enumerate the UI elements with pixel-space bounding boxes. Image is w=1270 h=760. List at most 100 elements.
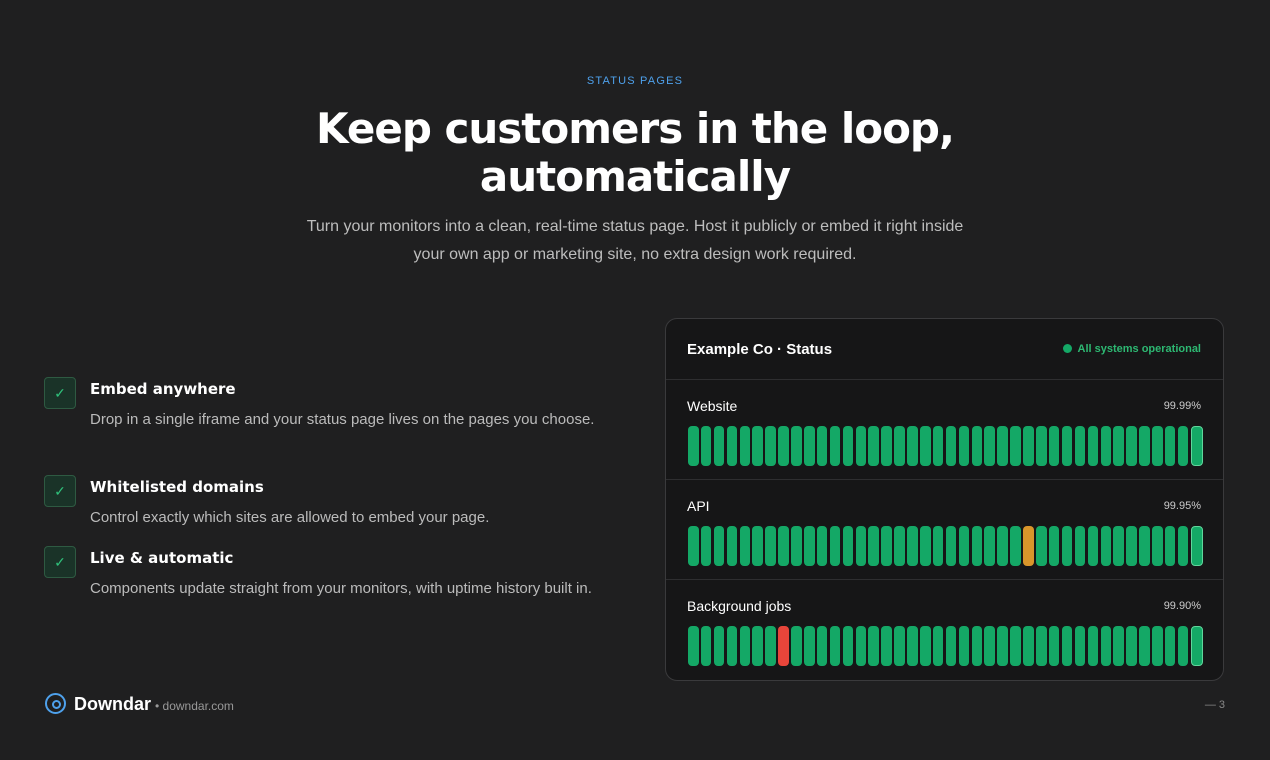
check-icon: ✓ xyxy=(44,546,76,578)
history-bar xyxy=(752,526,763,566)
history-bar xyxy=(868,426,879,466)
history-bar xyxy=(868,626,879,666)
history-bar xyxy=(1164,426,1176,466)
history-bar xyxy=(1074,626,1086,666)
history-bar xyxy=(1126,426,1137,466)
history-bar xyxy=(881,626,892,666)
history-bar xyxy=(1152,526,1163,566)
history-bar xyxy=(997,526,1008,566)
history-bars xyxy=(688,626,1203,666)
history-bar xyxy=(829,526,841,566)
logo xyxy=(45,693,66,714)
history-bar xyxy=(700,426,712,466)
history-bar xyxy=(868,526,879,566)
history-bar xyxy=(1164,626,1176,666)
history-bar xyxy=(997,626,1008,666)
history-bar xyxy=(842,426,854,466)
history-bar xyxy=(907,526,918,566)
history-bars xyxy=(688,526,1203,566)
history-bar xyxy=(842,526,854,566)
history-bar xyxy=(971,426,983,466)
history-bar xyxy=(932,426,944,466)
history-bar xyxy=(1010,526,1021,566)
history-bar xyxy=(713,426,725,466)
history-bar xyxy=(945,526,957,566)
headline: Keep customers in the loop, xyxy=(316,104,955,153)
history-bar xyxy=(984,526,995,566)
component-name: Website xyxy=(687,398,738,414)
history-bar xyxy=(958,426,970,466)
history-bar xyxy=(791,426,802,466)
history-bar xyxy=(855,526,867,566)
component-row: Background jobs 99.90% xyxy=(666,580,1223,680)
history-bar xyxy=(855,626,867,666)
subtitle: your own app or marketing site, no extra… xyxy=(413,246,857,263)
history-bar xyxy=(1190,426,1203,466)
history-bar xyxy=(688,526,699,566)
history-bar xyxy=(688,426,699,466)
brand: Downdar xyxy=(74,694,152,714)
history-bar xyxy=(984,426,995,466)
history-bar xyxy=(945,426,957,466)
history-bar xyxy=(881,526,892,566)
history-bar xyxy=(739,526,751,566)
history-bar xyxy=(971,626,983,666)
history-bar xyxy=(1113,426,1124,466)
history-bar xyxy=(1100,526,1111,566)
history-bar xyxy=(804,426,815,466)
history-bar xyxy=(1048,426,1060,466)
history-bar xyxy=(765,426,776,466)
site: • downdar.com xyxy=(155,699,234,713)
history-bar xyxy=(1113,626,1124,666)
feature-title: Embed anywhere xyxy=(90,380,236,398)
headline: automatically xyxy=(479,152,791,201)
history-bar xyxy=(907,626,918,666)
history-bar xyxy=(1126,526,1137,566)
divider xyxy=(666,479,1223,480)
history-bar xyxy=(1023,526,1034,566)
history-bar xyxy=(804,526,815,566)
history-bar xyxy=(778,526,789,566)
history-bar xyxy=(1048,626,1060,666)
history-bar xyxy=(688,626,699,666)
history-bar xyxy=(932,626,944,666)
overall-status: All systems operational xyxy=(1063,343,1202,355)
feature-title: Whitelisted domains xyxy=(90,478,264,496)
divider xyxy=(666,579,1223,580)
history-bar xyxy=(791,626,802,666)
history-bar xyxy=(894,626,905,666)
history-bar xyxy=(1139,526,1150,566)
history-bar xyxy=(816,426,828,466)
history-bar xyxy=(713,526,725,566)
history-bar xyxy=(1023,426,1034,466)
history-bar xyxy=(1126,626,1137,666)
history-bars xyxy=(688,426,1203,466)
history-bar xyxy=(984,626,995,666)
history-bar xyxy=(855,426,867,466)
history-bar xyxy=(1061,626,1073,666)
history-bar xyxy=(765,626,776,666)
history-bar xyxy=(894,426,905,466)
history-bar xyxy=(700,626,712,666)
history-bar xyxy=(778,426,789,466)
card-title: Example Co · Status xyxy=(687,341,833,358)
history-bar xyxy=(842,626,854,666)
history-bar xyxy=(1074,526,1086,566)
history-bar xyxy=(1010,626,1021,666)
history-bar xyxy=(920,526,931,566)
history-bar xyxy=(726,526,738,566)
history-bar xyxy=(1061,526,1073,566)
history-bar xyxy=(816,626,828,666)
history-bar xyxy=(1190,526,1203,566)
history-bar xyxy=(1164,526,1176,566)
status-card: Example Co · Status All systems operatio… xyxy=(665,318,1224,681)
check-icon: ✓ xyxy=(44,475,76,507)
history-bar xyxy=(726,626,738,666)
history-bar xyxy=(713,626,725,666)
history-bar xyxy=(1152,626,1163,666)
history-bar xyxy=(1139,626,1150,666)
history-bar xyxy=(700,526,712,566)
history-bar xyxy=(907,426,918,466)
history-bar xyxy=(894,526,905,566)
